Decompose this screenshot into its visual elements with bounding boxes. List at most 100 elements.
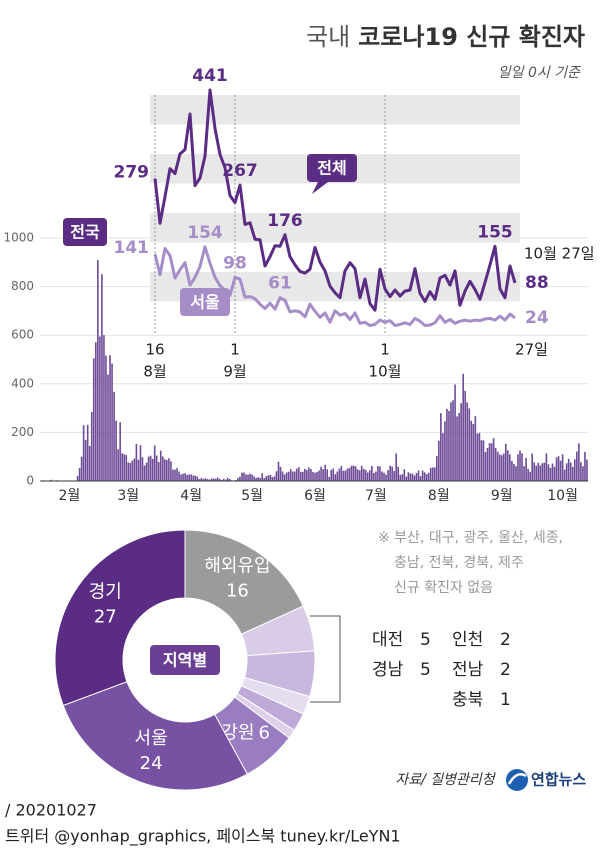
x-tick-label: 6월 [304, 488, 326, 504]
band [150, 183, 520, 213]
band [150, 213, 520, 243]
value-label: 279 [114, 163, 150, 183]
footer-social: 트위터 @yonhap_graphics, 페이스북 tuney.kr/LeYN… [5, 827, 401, 847]
y-tick-label: 1000 [3, 231, 34, 245]
x-tick-label: 8월 [428, 488, 450, 504]
bar [448, 411, 450, 481]
x-tick-label: 27일 [515, 341, 548, 359]
bar [352, 465, 355, 481]
bar [151, 458, 154, 481]
bar [533, 462, 536, 481]
bar [373, 472, 375, 481]
bar [216, 477, 219, 481]
bar [275, 471, 278, 481]
bar [535, 465, 538, 481]
bar [537, 462, 540, 481]
bar [218, 478, 221, 481]
side-value: 5 [420, 660, 431, 680]
bar [391, 466, 393, 481]
bar [127, 462, 130, 481]
bar [330, 469, 333, 481]
note: 신규 확진자 없음 [394, 580, 493, 596]
bar [336, 471, 339, 481]
bar [444, 421, 446, 481]
bar [113, 391, 115, 481]
bar [190, 474, 193, 481]
series-line [153, 88, 517, 312]
y-tick-label: 200 [11, 425, 34, 439]
title-prefix: 국내 [306, 23, 350, 51]
bar [362, 468, 365, 481]
bar [228, 479, 231, 481]
bar [157, 462, 160, 481]
bar [143, 465, 146, 481]
bar [174, 469, 176, 481]
bar [435, 455, 438, 481]
bar [202, 478, 205, 481]
title-main: 코로나19 신규 확진자 [358, 23, 585, 51]
slice-name: 강원 [221, 722, 254, 743]
subtitle: 일일 0시 기준 [498, 65, 581, 81]
bar [517, 454, 519, 481]
bar [263, 478, 266, 481]
bar [212, 478, 215, 481]
bar [324, 464, 326, 481]
bar [115, 420, 117, 481]
bar [334, 474, 337, 481]
bar [117, 449, 119, 481]
bar [462, 373, 464, 481]
y-tick-label: 0 [26, 474, 34, 488]
bar [543, 462, 546, 481]
bar [308, 467, 310, 481]
bar [500, 455, 503, 481]
bar [561, 454, 564, 481]
bar [125, 454, 128, 481]
bar [413, 475, 416, 481]
bar [541, 463, 544, 481]
bar [103, 335, 105, 481]
series-line [153, 245, 516, 327]
logo-icon [506, 769, 528, 791]
bar [490, 443, 493, 481]
bar [486, 447, 489, 481]
bar [271, 477, 274, 481]
bar [210, 478, 213, 481]
bar [507, 450, 509, 481]
bar [267, 475, 270, 481]
bar [573, 459, 576, 481]
x-month-label: 8월 [143, 363, 166, 381]
bar [149, 455, 152, 481]
bar [86, 424, 89, 481]
value-label: 155 [477, 222, 513, 242]
bar [109, 355, 111, 481]
value-label: 24 [525, 308, 549, 328]
bar [364, 470, 367, 481]
bar [259, 477, 262, 481]
legend-label-box [180, 288, 230, 316]
x-tick-label: 2월 [59, 488, 81, 504]
bar [348, 467, 351, 481]
bar [547, 464, 550, 481]
bar [101, 274, 103, 481]
bar [409, 473, 412, 481]
value-label: 141 [114, 238, 150, 258]
bar [281, 471, 284, 481]
bar [139, 445, 142, 481]
x-tick-label: 10월 [547, 488, 578, 504]
bar [338, 468, 341, 481]
x-tick-label: 16 [145, 341, 164, 359]
x-tick-label: 4월 [180, 488, 202, 504]
bar [180, 474, 182, 481]
bar [356, 469, 359, 481]
bar [464, 390, 467, 481]
bar [511, 461, 513, 481]
pie-title-box [150, 645, 220, 675]
bar [502, 453, 505, 481]
bar [111, 363, 113, 481]
note: 충남, 전북, 경북, 제주 [394, 555, 524, 571]
y-tick-label: 400 [11, 376, 34, 390]
bar [425, 474, 428, 481]
legend-label: 서울 [190, 293, 220, 312]
x-month-label: 10월 [369, 363, 402, 381]
